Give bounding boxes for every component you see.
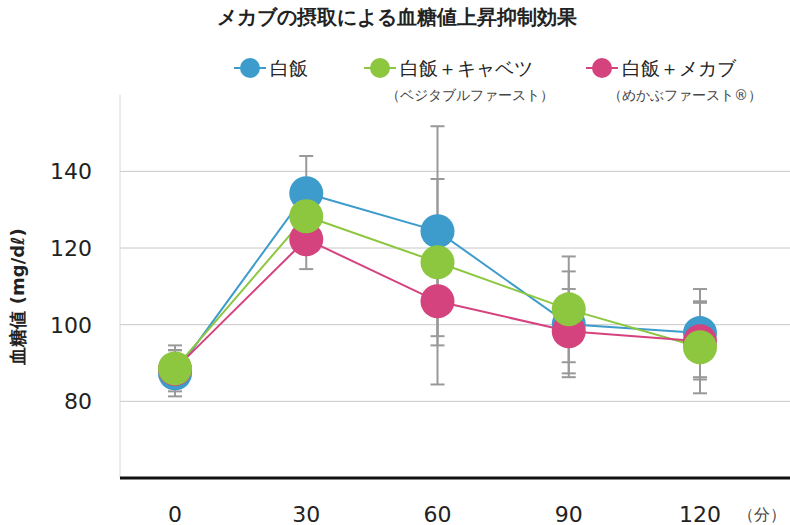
grid-line bbox=[120, 248, 790, 249]
error-cap bbox=[431, 178, 445, 180]
error-cap bbox=[168, 344, 182, 346]
legend-note: （めかぶファースト®） bbox=[608, 87, 762, 103]
legend-label: 白飯＋メカブ bbox=[622, 57, 737, 79]
title: メカブの摂取による血糖値上昇抑制効果 bbox=[217, 5, 578, 29]
y-tick-label: 140 bbox=[50, 159, 92, 184]
data-point bbox=[683, 330, 717, 364]
error-cap bbox=[562, 255, 576, 257]
error-cap bbox=[693, 378, 707, 380]
y-tick-label: 120 bbox=[50, 236, 92, 261]
error-cap bbox=[693, 288, 707, 290]
legend-label: 白飯＋キャベツ bbox=[400, 57, 533, 79]
x-tick-label: 120 bbox=[679, 502, 721, 525]
x-axis-label: （分） bbox=[738, 505, 786, 524]
error-cap bbox=[168, 390, 182, 392]
data-point bbox=[421, 214, 455, 248]
error-cap bbox=[562, 376, 576, 378]
series-line bbox=[175, 239, 700, 369]
data-point bbox=[552, 292, 586, 326]
x-tick-label: 90 bbox=[555, 502, 583, 525]
grid-line bbox=[120, 171, 790, 172]
x-tick-label: 0 bbox=[168, 502, 182, 525]
legend-note: （ベジタブルファースト） bbox=[386, 87, 554, 103]
legend-marker bbox=[592, 58, 612, 78]
legend-label: 白飯 bbox=[270, 57, 308, 79]
series-line bbox=[175, 193, 700, 373]
x-axis-line bbox=[120, 477, 790, 480]
legend-entry: 白飯＋メカブ （めかぶファースト®） bbox=[586, 57, 762, 103]
y-tick-label: 100 bbox=[50, 313, 92, 338]
data-point bbox=[421, 245, 455, 279]
y-axis-label: 血糖値 (mg/dℓ) bbox=[7, 228, 28, 365]
x-tick-label: 30 bbox=[292, 502, 320, 525]
plot-area bbox=[158, 126, 717, 396]
error-cap bbox=[431, 383, 445, 385]
error-cap bbox=[693, 302, 707, 304]
error-cap bbox=[299, 155, 313, 157]
legend-marker bbox=[370, 58, 390, 78]
error-cap bbox=[562, 372, 576, 374]
y-axis-line bbox=[120, 95, 121, 478]
data-point bbox=[158, 351, 192, 385]
grid-line bbox=[120, 401, 790, 402]
legend-entry: 白飯＋キャベツ （ベジタブルファースト） bbox=[364, 57, 554, 103]
data-point bbox=[421, 284, 455, 318]
data-point bbox=[158, 352, 192, 386]
legend-marker bbox=[240, 58, 260, 78]
legend-entry: 白飯 bbox=[234, 57, 308, 79]
error-cap bbox=[168, 395, 182, 397]
error-cap bbox=[693, 300, 707, 302]
error-cap bbox=[562, 288, 576, 290]
data-point bbox=[289, 199, 323, 233]
y-tick-label: 80 bbox=[64, 389, 92, 414]
error-cap bbox=[299, 268, 313, 270]
chart: メカブの摂取による血糖値上昇抑制効果 80 100 120 140 血糖値 (mg/dℓ)… bbox=[0, 0, 790, 525]
error-cap bbox=[431, 125, 445, 127]
error-cap bbox=[168, 349, 182, 351]
error-cap bbox=[693, 392, 707, 394]
x-tick-label: 60 bbox=[424, 502, 452, 525]
